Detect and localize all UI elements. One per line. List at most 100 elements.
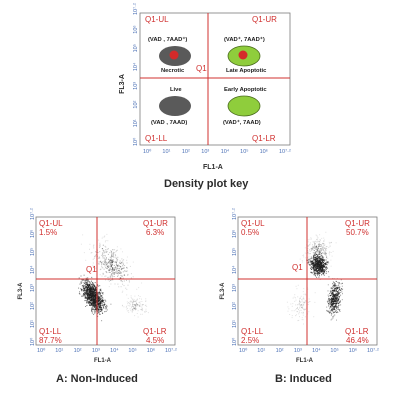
density-dot: [332, 304, 334, 306]
density-dot: [145, 310, 147, 312]
density-dot: [126, 266, 128, 268]
density-dot: [326, 256, 328, 258]
density-dot: [307, 288, 309, 290]
density-dot: [142, 304, 144, 305]
density-dot: [95, 292, 97, 294]
density-dot: [134, 308, 136, 310]
key-x-axis-label: FL1-A: [203, 164, 223, 171]
density-dot: [120, 274, 122, 276]
density-dot: [304, 252, 306, 254]
density-dot: [114, 254, 116, 256]
density-dot: [318, 253, 320, 255]
density-dot: [85, 292, 87, 294]
density-dot: [110, 250, 112, 252]
density-dot: [103, 263, 105, 265]
density-dot: [95, 310, 97, 312]
density-dot: [135, 302, 137, 304]
density-dot: [91, 284, 93, 286]
density-dot: [99, 289, 101, 291]
density-dot: [112, 269, 114, 271]
plot-a-y-axis-label: FL3-A: [18, 282, 24, 300]
density-dot: [83, 289, 85, 291]
density-dot: [112, 272, 114, 274]
density-dot: [323, 264, 325, 266]
density-dot: [116, 262, 117, 264]
density-dot: [97, 300, 99, 302]
density-dot: [304, 308, 306, 310]
density-dot: [302, 303, 304, 305]
density-dot: [119, 272, 121, 274]
density-dot: [112, 267, 114, 269]
density-dot: [100, 300, 102, 302]
density-dot: [87, 288, 89, 290]
density-dot: [331, 255, 333, 257]
density-dot: [301, 317, 303, 319]
density-dot: [103, 250, 104, 252]
density-dot: [110, 259, 112, 261]
density-dot: [139, 303, 141, 305]
density-dot: [100, 292, 102, 294]
density-dot: [111, 261, 113, 263]
density-dot: [104, 236, 105, 238]
density-dot: [114, 268, 116, 270]
density-dot: [295, 304, 297, 306]
density-dot: [339, 292, 341, 293]
density-dot: [85, 290, 87, 292]
density-dot: [322, 247, 324, 249]
density-dot: [314, 258, 315, 260]
density-dot: [317, 248, 319, 250]
density-dot: [334, 303, 336, 305]
density-dot: [91, 283, 93, 285]
density-dot: [120, 272, 122, 274]
density-dot: [91, 308, 92, 310]
density-dot: [145, 304, 147, 306]
density-dot: [320, 260, 322, 262]
density-dot: [103, 268, 105, 270]
density-dot: [303, 254, 305, 256]
density-dot: [332, 306, 334, 308]
necrotic-label: Necrotic: [161, 68, 185, 74]
density-dot: [88, 281, 90, 283]
density-dot: [117, 275, 119, 277]
density-dot: [99, 245, 101, 247]
density-dot: [106, 307, 108, 309]
density-dot: [87, 301, 89, 303]
density-dot: [111, 261, 113, 262]
density-dot: [98, 305, 100, 307]
density-dot: [92, 293, 93, 294]
density-dot: [89, 285, 91, 287]
density-dot: [333, 290, 335, 292]
density-dot: [325, 249, 327, 251]
density-dot: [97, 257, 99, 259]
live-cell-icon: [159, 96, 191, 116]
density-dot: [314, 243, 316, 245]
density-dot: [80, 243, 82, 245]
density-dot: [313, 253, 314, 255]
density-dot: [118, 270, 120, 272]
density-dot: [89, 289, 90, 290]
density-dot: [133, 301, 135, 302]
density-dot: [329, 291, 331, 293]
density-dot: [89, 243, 91, 245]
density-dot: [98, 297, 100, 299]
live-marker-label: (VAD , 7AAD): [151, 120, 187, 126]
x-tick-label: 10⁶: [349, 347, 357, 354]
density-dot: [93, 257, 95, 259]
density-dot: [107, 276, 109, 278]
density-dot: [313, 251, 315, 253]
density-dot: [115, 257, 117, 259]
density-dot: [303, 302, 305, 303]
density-dot: [99, 274, 101, 276]
density-dot: [95, 306, 97, 308]
density-dot: [122, 251, 123, 253]
density-dot: [313, 250, 315, 251]
density-dot: [336, 294, 338, 296]
density-dot: [303, 304, 305, 306]
density-dot: [124, 265, 126, 266]
density-dot: [115, 263, 117, 265]
density-dot: [338, 282, 340, 284]
density-dot: [308, 255, 310, 257]
density-dot: [316, 249, 318, 251]
density-dot: [332, 250, 334, 252]
